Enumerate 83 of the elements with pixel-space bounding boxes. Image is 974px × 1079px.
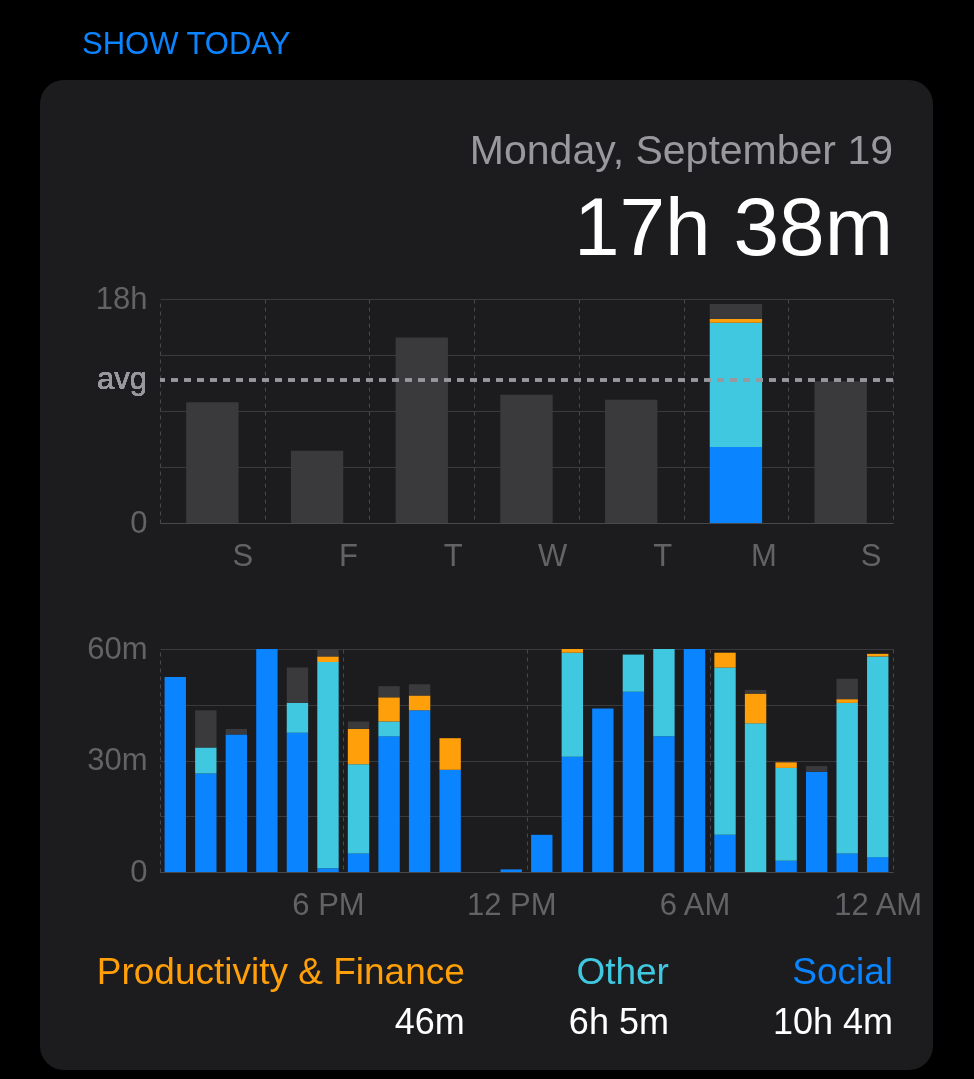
- x-tick-label: 12 AM: [834, 886, 923, 922]
- bar: [561, 756, 583, 872]
- text: 46m: [393, 1000, 465, 1044]
- bar: [709, 303, 763, 319]
- text: SHOW TODAY: [82, 26, 291, 62]
- bar: [195, 747, 217, 774]
- chart-subtitle: 17h 38m: [573, 181, 893, 272]
- bar: [408, 695, 431, 711]
- bar: [653, 736, 675, 872]
- bar: [867, 656, 889, 858]
- bar: [714, 652, 736, 668]
- x-tick-label: S: [232, 537, 254, 573]
- bar: [347, 728, 370, 765]
- bar: [347, 721, 370, 729]
- x-tick-label: 6 AM: [659, 886, 731, 922]
- bar: [775, 762, 797, 768]
- bar: [378, 697, 400, 722]
- bar: [317, 868, 339, 872]
- bar: [836, 699, 858, 703]
- x-tick-label: F: [338, 537, 358, 573]
- bar: [592, 708, 614, 872]
- ref-line-label: avg: [97, 360, 147, 396]
- text: Social: [791, 950, 893, 994]
- y-tick-label: 0: [130, 853, 148, 889]
- bar: [378, 686, 400, 698]
- bar: [805, 766, 828, 772]
- y-tick-label: 18h: [95, 280, 148, 316]
- y-tick-label: 60m: [87, 630, 148, 666]
- bar: [195, 773, 217, 872]
- bar: [286, 667, 309, 703]
- y-tick-label: 30m: [87, 742, 148, 777]
- bar: [622, 691, 645, 872]
- bar: [714, 834, 736, 872]
- text: 10h 4m: [772, 1000, 893, 1044]
- bar: [408, 710, 431, 872]
- bar: [653, 649, 675, 737]
- x-tick-label: M: [750, 537, 777, 573]
- bar: [286, 732, 309, 872]
- x-tick-label: 12 PM: [466, 886, 557, 922]
- bar: [561, 652, 583, 757]
- bar: [805, 771, 828, 872]
- bar: [531, 834, 553, 872]
- x-tick-label: 6 PM: [292, 886, 365, 922]
- bar: [775, 767, 797, 861]
- x-tick-label: W: [538, 537, 569, 573]
- bar: [408, 684, 431, 696]
- bar: [256, 649, 278, 872]
- bar: [709, 447, 763, 523]
- bar: [286, 702, 309, 733]
- bar: [317, 656, 339, 663]
- bar: [225, 734, 248, 872]
- bar: [439, 769, 461, 872]
- bar: [836, 678, 858, 700]
- x-tick-label: S: [860, 537, 882, 573]
- bar: [867, 857, 889, 872]
- bar: [744, 693, 767, 724]
- bar: [500, 869, 522, 872]
- bar: [744, 689, 767, 694]
- bar: [683, 649, 706, 872]
- bar: [744, 723, 767, 872]
- bar: [164, 676, 186, 872]
- bar: [378, 721, 400, 737]
- bar: [836, 702, 858, 854]
- bar: [714, 667, 736, 835]
- text: 6h 5m: [568, 1000, 669, 1044]
- bar: [347, 764, 370, 854]
- bar: [622, 654, 645, 692]
- chart-title: Monday, September 19: [469, 127, 893, 173]
- bar: [709, 318, 763, 323]
- x-tick-label: T: [653, 537, 673, 573]
- bar: [561, 649, 583, 653]
- bar: [439, 738, 461, 770]
- bar: [195, 710, 217, 748]
- text: Productivity & Finance: [96, 950, 465, 994]
- text: Other: [575, 950, 669, 994]
- x-tick-label: T: [443, 537, 463, 573]
- bar: [709, 322, 763, 448]
- bar: [775, 860, 797, 872]
- y-tick-label: 0: [130, 504, 148, 540]
- bar: [317, 662, 339, 869]
- bar: [347, 853, 370, 872]
- bar: [378, 736, 400, 872]
- bar: [836, 853, 858, 872]
